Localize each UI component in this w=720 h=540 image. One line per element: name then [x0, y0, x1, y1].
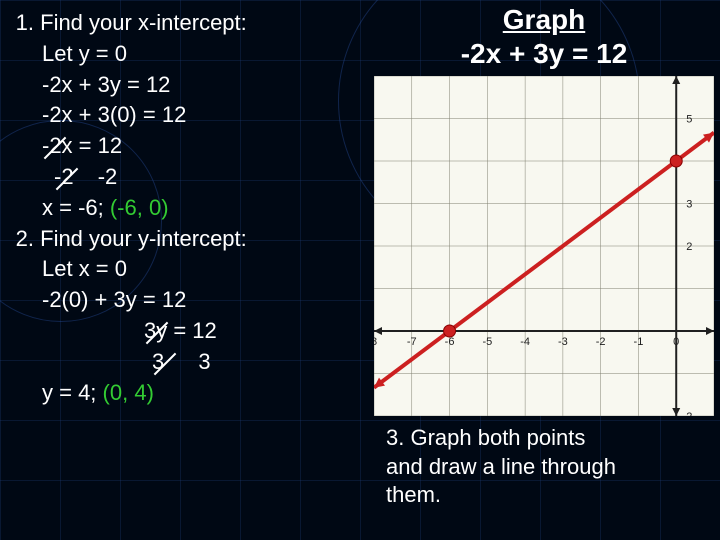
svg-text:3: 3 [686, 199, 692, 211]
svg-text:-7: -7 [407, 336, 417, 348]
graph-title: Graph [374, 4, 714, 36]
step2-result: y = 4; (0, 4) [42, 378, 374, 409]
step2-l3bot: 3 3 [152, 347, 374, 378]
step1-result: x = -6; (-6, 0) [42, 193, 374, 224]
step2-heading-text: Find your y-intercept: [40, 226, 247, 251]
x-intercept-point: (-6, 0) [110, 195, 169, 220]
svg-text:8: 8 [374, 336, 377, 348]
step2-l2: -2(0) + 3y = 12 [42, 285, 374, 316]
step1-l4bot: -2 -2 [54, 162, 374, 193]
svg-text:-2: -2 [596, 336, 606, 348]
right-panel: Graph -2x + 3y = 12 8 -7 -6 -5 -4 -3 -2 -1 0 2 2 3 5… [374, 0, 720, 540]
step1-l2: -2x + 3y = 12 [42, 70, 374, 101]
svg-text:-5: -5 [482, 336, 492, 348]
svg-text:0: 0 [673, 336, 679, 348]
coordinate-graph: 8 -7 -6 -5 -4 -3 -2 -1 0 2 2 3 5 [374, 76, 714, 416]
step2-l3: 3y = 12 [144, 316, 374, 347]
graph-svg: 8 -7 -6 -5 -4 -3 -2 -1 0 2 2 3 5 [374, 76, 714, 416]
frac-num-2: 3y = 12 [144, 316, 217, 347]
svg-text:-1: -1 [634, 336, 644, 348]
step3: 3. Graph both points and draw a line thr… [374, 424, 714, 510]
step2-l1: Let x = 0 [42, 254, 374, 285]
step1-l1: Let y = 0 [42, 39, 374, 70]
svg-text:-6: -6 [445, 336, 455, 348]
step1-heading-text: Find your x-intercept: [40, 10, 247, 35]
step2-num: 2. [4, 224, 34, 255]
step3-l1: 3. Graph both points [386, 424, 714, 453]
graph-equation: -2x + 3y = 12 [374, 38, 714, 70]
svg-text:2: 2 [686, 411, 692, 416]
step1-l4: -2x = 12 [42, 131, 374, 162]
frac-num-1: -2x = 12 [42, 131, 122, 162]
step2-heading: 2. Find your y-intercept: [4, 224, 374, 255]
svg-text:5: 5 [686, 114, 692, 126]
svg-text:-4: -4 [520, 336, 530, 348]
step3-l3: them. [386, 481, 714, 510]
step3-l2: and draw a line through [386, 453, 714, 482]
step1-l3: -2x + 3(0) = 12 [42, 100, 374, 131]
y-intercept-point: (0, 4) [103, 380, 154, 405]
svg-text:2: 2 [686, 241, 692, 253]
step1-num: 1. [4, 8, 34, 39]
steps-left: 1. Find your x-intercept: Let y = 0 -2x … [0, 0, 374, 540]
svg-text:-3: -3 [558, 336, 568, 348]
step1-heading: 1. Find your x-intercept: [4, 8, 374, 39]
